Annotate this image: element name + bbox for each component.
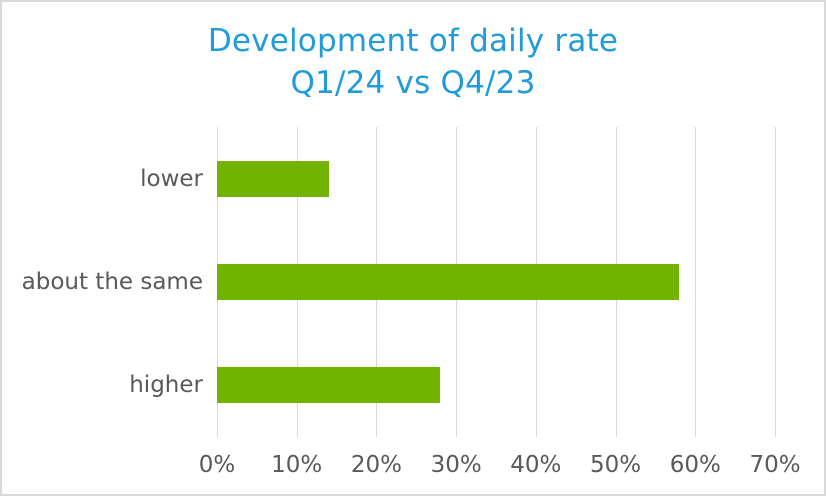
category-label: lower — [140, 165, 203, 192]
x-tick-label: 60% — [669, 452, 721, 478]
bar-about-the-same — [217, 263, 680, 300]
bar-row — [217, 230, 775, 333]
gridline — [775, 127, 776, 437]
plot-area — [217, 127, 776, 437]
x-tick-label: 0% — [198, 452, 236, 478]
category-label: higher — [129, 372, 203, 399]
x-tick-label: 10% — [271, 452, 323, 478]
x-tick-label: 40% — [510, 452, 562, 478]
bar-row — [217, 334, 775, 437]
bar-row — [217, 127, 775, 230]
bar-lower — [217, 160, 329, 197]
x-tick-label: 20% — [350, 452, 402, 478]
x-tick-label: 70% — [749, 452, 801, 478]
bar-higher — [217, 367, 441, 404]
chart-title: Development of daily rate Q1/24 vs Q4/23 — [207, 23, 619, 102]
x-tick-label: 50% — [590, 452, 642, 478]
category-label: about the same — [21, 269, 203, 295]
gridline — [695, 127, 697, 437]
x-tick-label: 30% — [430, 452, 482, 478]
